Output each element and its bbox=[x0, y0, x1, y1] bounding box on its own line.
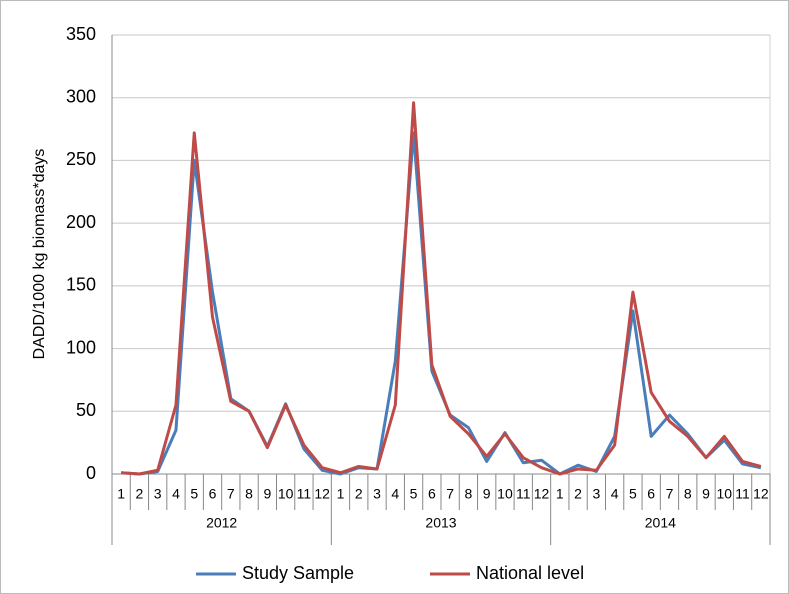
x-tick-label: 4 bbox=[391, 486, 399, 502]
x-tick-label: 9 bbox=[702, 486, 710, 502]
x-tick-label: 11 bbox=[735, 486, 750, 502]
x-tick-label: 10 bbox=[717, 486, 733, 502]
y-tick-label: 200 bbox=[66, 212, 96, 232]
series-line bbox=[121, 131, 762, 476]
x-tick-label: 1 bbox=[117, 486, 125, 502]
x-tick-label: 7 bbox=[666, 486, 674, 502]
legend-label: National level bbox=[476, 563, 584, 583]
x-tick-label: 12 bbox=[534, 486, 550, 502]
group-label: 2013 bbox=[425, 515, 456, 531]
x-tick-label: 3 bbox=[373, 486, 381, 502]
x-tick-label: 12 bbox=[753, 486, 769, 502]
x-tick-label: 12 bbox=[314, 486, 330, 502]
legend-label: Study Sample bbox=[242, 563, 354, 583]
y-axis-label: DADD/1000 kg biomass*days bbox=[31, 149, 48, 360]
x-tick-label: 4 bbox=[172, 486, 180, 502]
x-tick-label: 9 bbox=[263, 486, 271, 502]
x-tick-label: 11 bbox=[297, 486, 312, 502]
x-tick-label: 5 bbox=[629, 486, 637, 502]
x-tick-label: 7 bbox=[227, 486, 235, 502]
y-tick-label: 250 bbox=[66, 149, 96, 169]
y-tick-label: 150 bbox=[66, 275, 96, 295]
x-tick-label: 11 bbox=[516, 486, 531, 502]
x-tick-label: 5 bbox=[410, 486, 418, 502]
series-line bbox=[121, 101, 762, 476]
x-tick-label: 8 bbox=[465, 486, 473, 502]
x-tick-label: 6 bbox=[647, 486, 655, 502]
x-tick-label: 3 bbox=[154, 486, 162, 502]
x-tick-label: 6 bbox=[209, 486, 217, 502]
y-tick-label: 0 bbox=[86, 463, 96, 483]
group-label: 2014 bbox=[645, 515, 676, 531]
x-tick-label: 8 bbox=[245, 486, 253, 502]
x-tick-label: 2 bbox=[574, 486, 582, 502]
x-tick-label: 10 bbox=[278, 486, 294, 502]
y-tick-label: 100 bbox=[66, 337, 96, 357]
x-tick-label: 5 bbox=[190, 486, 198, 502]
y-tick-label: 300 bbox=[66, 86, 96, 106]
x-tick-label: 8 bbox=[684, 486, 692, 502]
group-label: 2012 bbox=[206, 515, 237, 531]
x-tick-label: 6 bbox=[428, 486, 436, 502]
y-tick-label: 50 bbox=[76, 400, 96, 420]
x-tick-label: 1 bbox=[556, 486, 564, 502]
x-tick-label: 3 bbox=[592, 486, 600, 502]
x-tick-label: 7 bbox=[446, 486, 454, 502]
x-tick-label: 9 bbox=[483, 486, 491, 502]
x-tick-label: 10 bbox=[497, 486, 513, 502]
x-tick-label: 2 bbox=[136, 486, 144, 502]
y-tick-label: 350 bbox=[66, 24, 96, 44]
x-tick-label: 1 bbox=[337, 486, 345, 502]
x-tick-label: 4 bbox=[611, 486, 619, 502]
x-tick-label: 2 bbox=[355, 486, 363, 502]
